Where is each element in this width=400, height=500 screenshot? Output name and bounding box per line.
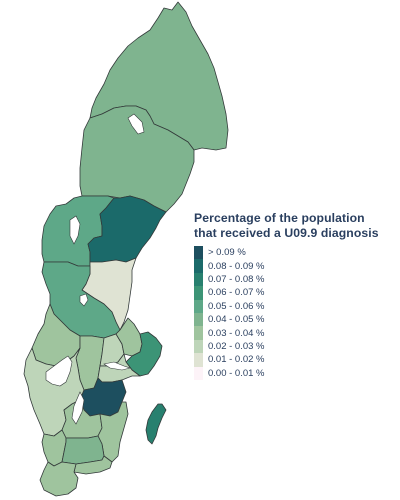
legend: Percentage of the population that receiv… [194, 211, 398, 380]
lake-vattern [71, 391, 85, 425]
legend-swatch [194, 246, 203, 260]
legend-swatch [194, 286, 203, 300]
legend-title: Percentage of the population that receiv… [194, 211, 398, 241]
legend-label: 0.03 - 0.04 % [208, 327, 265, 339]
legend-item[interactable]: 0.08 - 0.09 % [194, 259, 398, 273]
legend-swatch [194, 366, 203, 380]
legend-label: 0.07 - 0.08 % [208, 273, 265, 285]
region-gotland[interactable] [145, 403, 167, 445]
lake-vanern [45, 355, 73, 387]
legend-item[interactable]: 0.07 - 0.08 % [194, 272, 398, 287]
legend-swatch [194, 339, 203, 354]
legend-label: 0.08 - 0.09 % [208, 260, 265, 272]
legend-item[interactable]: 0.06 - 0.07 % [194, 286, 398, 300]
legend-label: 0.05 - 0.06 % [208, 300, 265, 312]
region-vasterbotten[interactable] [79, 105, 195, 213]
legend-label: 0.01 - 0.02 % [208, 354, 265, 366]
legend-swatch [194, 272, 203, 287]
lake-tornetrask [127, 113, 145, 135]
region-skane[interactable] [39, 461, 79, 497]
legend-label: 0.00 - 0.01 % [208, 367, 265, 379]
regions-group [23, 1, 229, 497]
legend-item[interactable]: 0.00 - 0.01 % [194, 366, 398, 380]
legend-swatch [194, 312, 203, 327]
legend-item[interactable]: 0.04 - 0.05 % [194, 312, 398, 327]
legend-swatch [194, 299, 203, 313]
legend-label: > 0.09 % [208, 247, 246, 259]
legend-item[interactable]: 0.02 - 0.03 % [194, 339, 398, 354]
legend-label: 0.06 - 0.07 % [208, 287, 265, 299]
legend-items: > 0.09 % 0.08 - 0.09 % 0.07 - 0.08 % 0.06 -… [194, 246, 398, 380]
legend-item[interactable]: > 0.09 % [194, 246, 398, 260]
legend-swatch [194, 353, 203, 367]
lake-storsjon [69, 215, 81, 245]
legend-swatch [194, 326, 203, 340]
legend-item[interactable]: 0.01 - 0.02 % [194, 353, 398, 367]
legend-item[interactable]: 0.05 - 0.06 % [194, 299, 398, 313]
lakes-group [45, 113, 145, 425]
legend-label: 0.02 - 0.03 % [208, 340, 265, 352]
legend-title-line-1: Percentage of the population [194, 211, 365, 225]
region-kronoberg[interactable] [61, 435, 105, 465]
legend-title-line-2: that received a U09.9 diagnosis [194, 226, 379, 240]
lake-siljan [79, 293, 89, 307]
legend-swatch [194, 259, 203, 273]
region-blekinge[interactable] [73, 455, 113, 475]
legend-label: 0.04 - 0.05 % [208, 314, 265, 326]
lake-malaren [103, 361, 132, 371]
region-stockholm[interactable] [125, 331, 163, 377]
legend-item[interactable]: 0.03 - 0.04 % [194, 326, 398, 340]
